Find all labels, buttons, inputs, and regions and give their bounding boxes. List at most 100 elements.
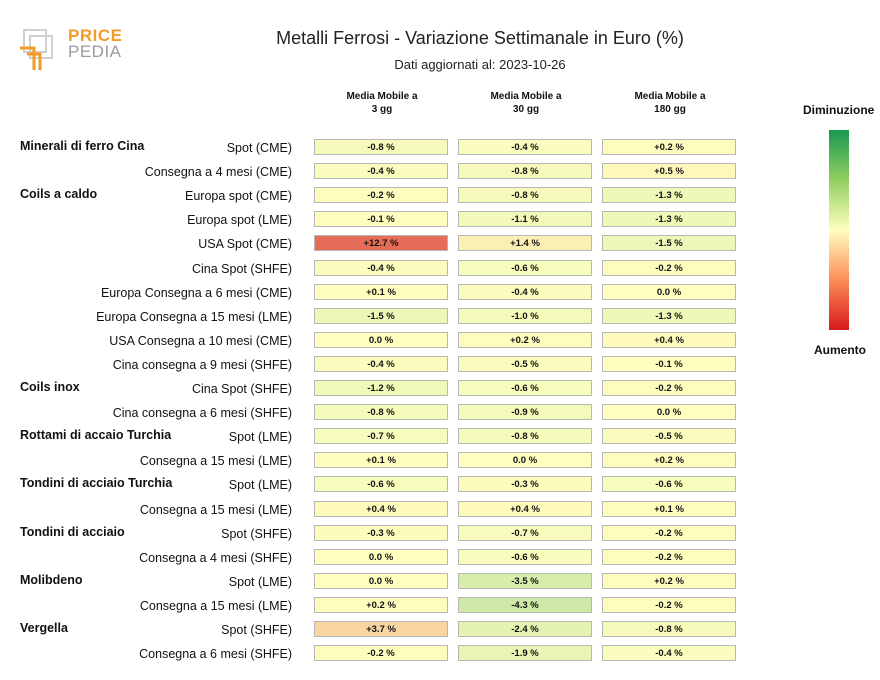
legend-label-decrease: Diminuzione: [803, 103, 875, 117]
heatmap-cell: -1.3 %: [602, 187, 736, 204]
group-label: Coils inox: [20, 380, 80, 394]
row-label: USA Spot (CME): [198, 237, 292, 252]
column-header-line1: Media Mobile a: [490, 91, 562, 102]
heatmap-cell: +0.2 %: [602, 452, 736, 469]
logo-word-pedia: PEDIA: [68, 42, 122, 61]
chart-title: Metalli Ferrosi - Variazione Settimanale…: [276, 28, 684, 48]
row-label: Europa spot (CME): [185, 189, 292, 204]
heatmap-cell: -0.8 %: [458, 428, 592, 445]
heatmap-cell: -0.2 %: [602, 548, 736, 565]
heatmap-cell: -1.2 %: [314, 380, 448, 396]
heatmap-cell: -1.0 %: [458, 307, 592, 324]
row-label: Consegna a 15 mesi (LME): [139, 502, 292, 517]
heatmap-cell: -0.4 %: [314, 163, 448, 180]
heatmap-cell: -1.3 %: [602, 307, 736, 324]
heatmap-cell: -0.4 %: [602, 645, 736, 662]
heatmap-cell: -1.3 %: [602, 211, 736, 228]
heatmap-cell: -3.5 %: [458, 572, 592, 589]
heatmap-cell: 0.0 %: [314, 548, 448, 565]
group-label: Minerali di ferro Cina: [20, 139, 145, 153]
heatmap-cell: -1.9 %: [458, 645, 592, 662]
heatmap-cell: +0.1 %: [314, 452, 448, 469]
heatmap-cell: -1.1 %: [458, 211, 592, 228]
heatmap-cell: +3.7 %: [314, 621, 448, 637]
heatmap-cell: +0.1 %: [314, 283, 448, 300]
row-label: Europa Consegna a 15 mesi (LME): [96, 309, 292, 324]
column-header-line1: Media Mobile a: [346, 91, 418, 102]
heatmap-cell: +0.5 %: [602, 163, 736, 180]
row-label: Spot (CME): [226, 141, 292, 155]
heatmap-cell: -0.9 %: [458, 404, 592, 421]
heatmap-cell: -0.4 %: [314, 259, 448, 276]
heatmap-cell: -0.3 %: [314, 524, 448, 541]
heatmap-cell: -0.6 %: [314, 476, 448, 493]
group-label: Tondini di acciaio: [20, 524, 125, 539]
heatmap-cell: -0.8 %: [602, 621, 736, 637]
heatmap-cell: +0.4 %: [602, 331, 736, 348]
heatmap-cell: -0.2 %: [602, 524, 736, 541]
column-header-line2: 180 gg: [654, 104, 686, 115]
heatmap-cell: -0.6 %: [458, 259, 592, 276]
row-label: Consegna a 4 mesi (CME): [144, 165, 292, 180]
heatmap-cell: -0.6 %: [458, 548, 592, 565]
heatmap-cell: -0.2 %: [314, 645, 448, 662]
heatmap-cell: -0.2 %: [314, 187, 448, 204]
heatmap-cell: -0.2 %: [602, 596, 736, 613]
heatmap-cell: -0.5 %: [602, 428, 736, 445]
heatmap-cell: -0.8 %: [314, 404, 448, 421]
heatmap-cell: -0.8 %: [458, 187, 592, 204]
row-label: Spot (LME): [228, 574, 292, 589]
heatmap-cell: -0.4 %: [458, 283, 592, 300]
chart-subtitle: Dati aggiornati al: 2023-10-26: [394, 57, 566, 72]
column-header-line1: Media Mobile a: [634, 91, 706, 102]
heatmap-cell: 0.0 %: [458, 452, 592, 469]
row-label: USA Consegna a 10 mesi (CME): [109, 333, 292, 348]
logo-word-price: PRICE: [68, 26, 123, 45]
heatmap-cell: +1.4 %: [458, 235, 592, 252]
column-header-line2: 3 gg: [371, 104, 393, 115]
group-label: Rottami di accaio Turchia: [20, 428, 172, 443]
row-label: Consegna a 4 mesi (SHFE): [139, 550, 292, 565]
heatmap-cell: -0.8 %: [458, 163, 592, 180]
heatmap-cell: 0.0 %: [602, 404, 736, 421]
column-header-30gg: Media Mobile a 30 gg: [458, 90, 594, 116]
heatmap-cell: +0.2 %: [602, 572, 736, 589]
row-label: Spot (SHFE): [221, 623, 292, 637]
heatmap-cell: +0.2 %: [314, 596, 448, 613]
column-header-180gg: Media Mobile a 180 gg: [602, 90, 738, 116]
group-label: Vergella: [20, 621, 68, 635]
row-label: Consegna a 15 mesi (LME): [139, 454, 292, 469]
row-label: Spot (LME): [228, 478, 292, 493]
logo-mark-icon: [20, 29, 53, 70]
heatmap-cell: +0.4 %: [314, 500, 448, 517]
heatmap-cell: -0.6 %: [458, 380, 592, 396]
heatmap-cell: 0.0 %: [314, 331, 448, 348]
row-label: Consegna a 15 mesi (LME): [139, 598, 292, 613]
heatmap-cell: -0.4 %: [314, 355, 448, 372]
heatmap-cell: -0.1 %: [314, 211, 448, 228]
heatmap-cell: -0.7 %: [314, 428, 448, 445]
row-label: Cina consegna a 6 mesi (SHFE): [112, 406, 292, 421]
heatmap-cell: -0.8 %: [314, 139, 448, 155]
heatmap-cell: -0.2 %: [602, 259, 736, 276]
heatmap-cell: +12.7 %: [314, 235, 448, 252]
heatmap-cell: -1.5 %: [602, 235, 736, 252]
row-label: Cina Spot (SHFE): [191, 261, 292, 276]
heatmap-cell: 0.0 %: [602, 283, 736, 300]
heatmap-cell: -0.6 %: [602, 476, 736, 493]
row-label: Spot (SHFE): [221, 526, 292, 541]
legend-label-increase: Aumento: [814, 343, 866, 357]
pricepedia-logo: PRICE PEDIA: [18, 24, 128, 74]
heatmap-cell: 0.0 %: [314, 572, 448, 589]
row-label: Cina Spot (SHFE): [191, 382, 292, 396]
row-label: Europa spot (LME): [187, 213, 292, 228]
legend-color-scale: [829, 130, 849, 330]
heatmap-cell: -0.2 %: [602, 380, 736, 396]
heatmap-cell: -0.1 %: [602, 355, 736, 372]
group-label: Molibdeno: [20, 572, 83, 587]
heatmap-cell: -0.5 %: [458, 355, 592, 372]
column-header-line2: 30 gg: [512, 104, 540, 115]
heatmap-cell: -4.3 %: [458, 596, 592, 613]
row-label: Europa Consegna a 6 mesi (CME): [100, 285, 292, 300]
heatmap-cell: +0.4 %: [458, 500, 592, 517]
